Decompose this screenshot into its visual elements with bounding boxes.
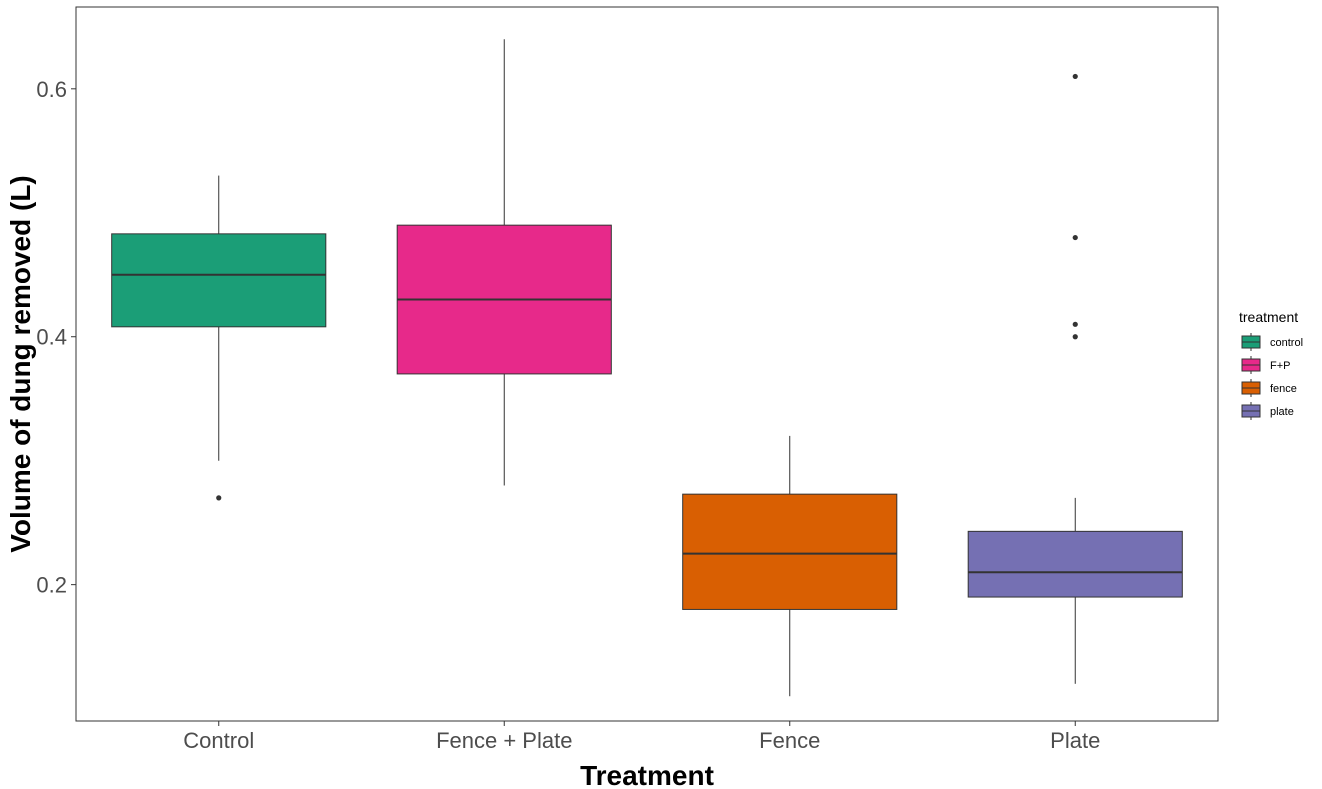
x-tick-label: Control — [183, 728, 254, 753]
box — [682, 493, 898, 610]
x-tick-label: Plate — [1050, 728, 1100, 753]
box-group-f-p — [396, 39, 612, 486]
x-tick-label: Fence — [759, 728, 820, 753]
legend-key-fence — [1241, 379, 1261, 397]
legend-key-control — [1241, 333, 1261, 351]
box-group-control — [111, 175, 327, 501]
legend-key-plate — [1241, 402, 1261, 420]
box-group-fence — [682, 435, 898, 697]
outlier-point — [1072, 321, 1078, 327]
legend-label: F+P — [1270, 360, 1290, 372]
legend-key-f-p — [1241, 356, 1261, 374]
x-axis: Control Fence + Plate Fence Plate — [183, 721, 1100, 753]
outlier-point — [216, 495, 222, 501]
y-tick-label: 0.4 — [36, 325, 67, 350]
outlier-point — [1072, 334, 1078, 340]
y-axis-title: Volume of dung removed (L) — [5, 175, 36, 552]
y-tick-label: 0.2 — [36, 573, 67, 598]
legend-label: plate — [1270, 406, 1294, 418]
outlier-point — [1072, 234, 1078, 241]
box-group-plate — [967, 73, 1183, 684]
legend-label: control — [1270, 337, 1303, 349]
y-tick-label: 0.6 — [36, 77, 67, 102]
box — [111, 233, 327, 328]
outlier-point — [1072, 73, 1078, 80]
box — [967, 530, 1183, 598]
legend-title: treatment — [1239, 309, 1298, 325]
legend: treatment control F+P fence plate — [1239, 309, 1303, 420]
plot-marks — [111, 39, 1183, 697]
legend-label: fence — [1270, 383, 1297, 395]
panel-border — [75, 6, 1219, 722]
y-axis: 0.2 0.4 0.6 — [36, 77, 76, 598]
x-axis-title: Treatment — [580, 760, 714, 789]
x-tick-label: Fence + Plate — [436, 728, 572, 753]
